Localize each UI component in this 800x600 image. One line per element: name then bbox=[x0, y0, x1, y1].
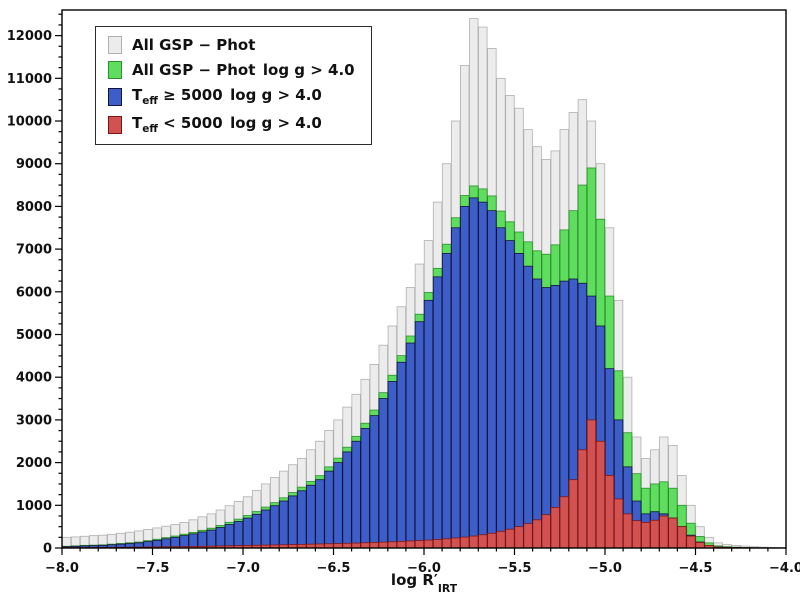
legend-swatch-gray bbox=[108, 36, 122, 54]
y-tick-label: 9000 bbox=[16, 157, 52, 172]
legend-item-all-gsp-phot-logg: All GSP − Phot log g > 4.0 bbox=[108, 61, 355, 79]
y-tick-label: 0 bbox=[43, 542, 52, 557]
legend-item-teff-hot: Teff ≥ 5000 log g > 4.0 bbox=[108, 86, 355, 107]
y-tick-label: 4000 bbox=[16, 371, 52, 386]
legend-label: All GSP − Phot log g > 4.0 bbox=[132, 61, 355, 79]
legend-label: Teff < 5000 log g > 4.0 bbox=[132, 114, 322, 135]
x-tick-label: −6.5 bbox=[317, 561, 351, 576]
x-tick-label: −4.5 bbox=[679, 561, 713, 576]
y-tick-label: 3000 bbox=[16, 413, 52, 428]
y-tick-label: 5000 bbox=[16, 328, 52, 343]
x-tick-label: −7.0 bbox=[226, 561, 260, 576]
tick-labels: −8.0 −7.5 −7.0 −6.5 −6.0 −5.5 −5.0 −4.5 −4.0 0 100… bbox=[7, 29, 800, 576]
legend: All GSP − Phot All GSP − Phot log g > 4.… bbox=[95, 26, 372, 145]
x-tick-label: −6.0 bbox=[407, 561, 441, 576]
y-tick-label: 10000 bbox=[7, 115, 52, 130]
y-tick-label: 12000 bbox=[7, 29, 52, 44]
histogram-bars bbox=[61, 18, 787, 549]
legend-label: All GSP − Phot bbox=[132, 36, 256, 54]
x-tick-label: −8.0 bbox=[45, 561, 79, 576]
y-tick-label: 1000 bbox=[16, 499, 52, 514]
y-tick-label: 7000 bbox=[16, 243, 52, 258]
y-tick-label: 8000 bbox=[16, 200, 52, 215]
legend-swatch-green bbox=[108, 61, 122, 79]
y-tick-label: 11000 bbox=[7, 72, 52, 87]
legend-item-teff-cool: Teff < 5000 log g > 4.0 bbox=[108, 114, 355, 135]
legend-swatch-red bbox=[108, 115, 122, 134]
y-tick-label: 2000 bbox=[16, 456, 52, 471]
legend-swatch-blue bbox=[108, 87, 122, 106]
legend-item-all-gsp-phot: All GSP − Phot bbox=[108, 36, 355, 54]
x-tick-label: −4.0 bbox=[769, 561, 800, 576]
legend-label: Teff ≥ 5000 log g > 4.0 bbox=[132, 86, 322, 107]
axis-ticks bbox=[55, 13, 787, 555]
x-axis-title: log R′IRT bbox=[391, 571, 458, 595]
x-tick-label: −5.5 bbox=[498, 561, 532, 576]
x-tick-label: −7.5 bbox=[136, 561, 170, 576]
y-tick-label: 6000 bbox=[16, 285, 52, 300]
x-tick-label: −5.0 bbox=[588, 561, 622, 576]
